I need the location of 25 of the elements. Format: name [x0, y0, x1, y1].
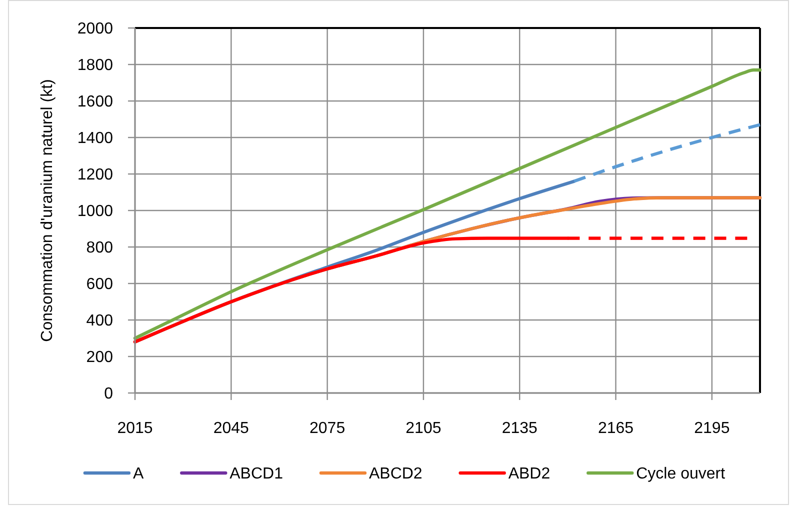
y-tick-label: 400: [86, 312, 114, 330]
legend-label: Cycle ouvert: [636, 466, 726, 483]
y-tick-label: 1000: [77, 203, 114, 220]
y-tick-label: 800: [86, 240, 114, 257]
x-tick-label: 2195: [694, 420, 730, 437]
x-tick-label: 2015: [117, 420, 153, 437]
y-tick-label: 200: [86, 349, 114, 366]
y-tick-label: 1800: [77, 57, 114, 74]
y-tick-label: 600: [86, 276, 114, 294]
y-axis-title: Consommation d'uranium naturel (kt): [39, 79, 56, 342]
legend-label: ABD2: [508, 466, 550, 483]
y-tick-label: 2000: [77, 20, 114, 38]
legend-label: A: [132, 466, 144, 483]
legend-label: ABCD1: [230, 466, 284, 483]
y-tick-label: 1600: [77, 94, 114, 111]
legend-label: ABCD2: [368, 466, 422, 483]
x-tick-label: 2075: [310, 420, 346, 437]
y-tick-label: 0: [104, 386, 114, 403]
line-series: [572, 123, 762, 183]
x-tick-label: 2045: [213, 420, 250, 437]
y-tick-label: 1200: [77, 166, 114, 184]
x-tick-label: 2105: [406, 420, 442, 437]
y-tick-label: 1400: [77, 130, 114, 148]
x-tick-label: 2165: [598, 420, 634, 437]
x-tick-label: 2135: [502, 420, 538, 437]
